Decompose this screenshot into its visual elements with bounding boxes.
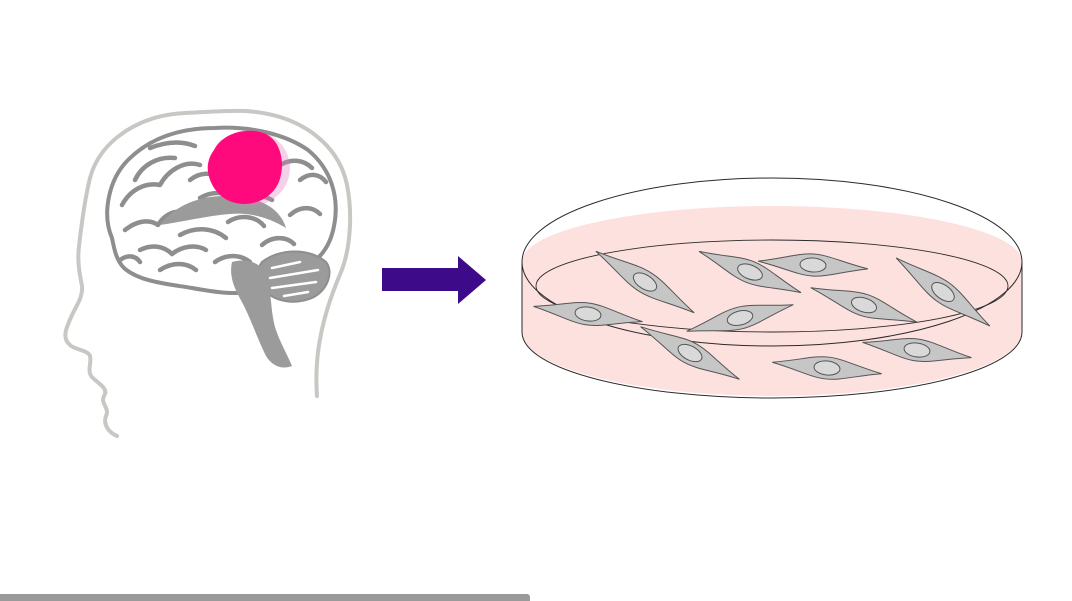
dish-lid-interior [522, 178, 1022, 262]
brain-stem [231, 260, 292, 368]
horizontal-scrollbar[interactable] [0, 594, 530, 601]
dish-bottom [521, 331, 1023, 399]
spindle-cell-icon [686, 304, 794, 332]
spindle-cell-icon [595, 250, 695, 314]
brain-tumor-icon [207, 130, 282, 204]
cerebellum-folds [268, 260, 320, 298]
spindle-cell-icon [862, 338, 972, 362]
petri-dish-icon [521, 177, 1023, 399]
spindle-cell-icon [533, 302, 643, 326]
spindle-cell-icon [698, 250, 802, 294]
spindle-cell-icon [895, 257, 991, 327]
spindle-cell-icon [640, 326, 740, 380]
human-head-profile-icon [63, 108, 353, 438]
right-arrow-icon [382, 256, 486, 304]
spindle-cell-icon [772, 356, 882, 380]
cells [533, 250, 991, 380]
head-with-brain [63, 108, 353, 438]
spindle-cell-icon [810, 287, 918, 323]
medium-surface [535, 239, 1009, 333]
spindle-cell-icon [758, 253, 868, 277]
corpus-callosum [160, 195, 286, 228]
